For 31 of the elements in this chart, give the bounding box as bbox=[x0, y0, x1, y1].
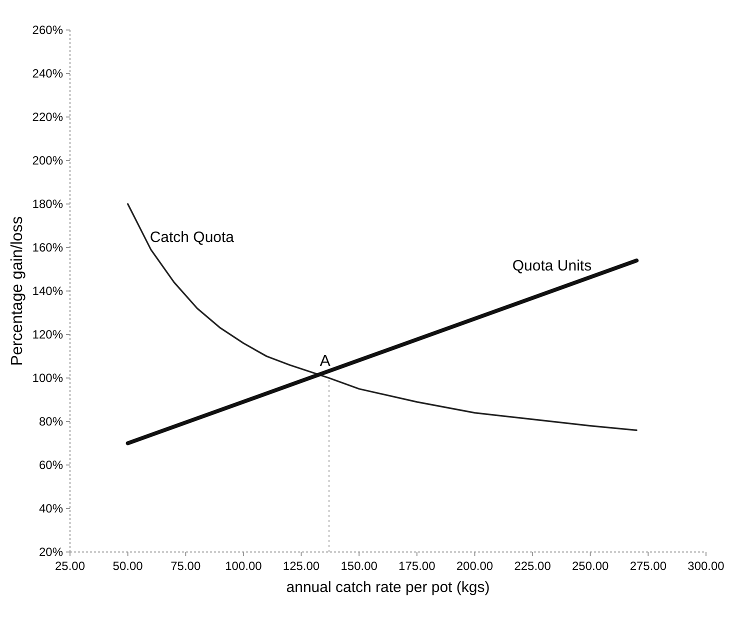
y-tick-label: 140% bbox=[32, 284, 64, 298]
x-tick-label: 75.00 bbox=[170, 559, 201, 573]
y-tick-label: 220% bbox=[32, 110, 64, 124]
x-tick-label: 125.00 bbox=[282, 559, 320, 573]
x-tick-label: 25.00 bbox=[54, 559, 86, 573]
x-tick-label: 175.00 bbox=[398, 559, 436, 573]
x-tick-label: 275.00 bbox=[630, 559, 667, 573]
line-series bbox=[127, 203, 638, 431]
y-tick-label: 60% bbox=[38, 458, 64, 472]
x-tick-label: 225.00 bbox=[514, 559, 552, 573]
y-tick-label: 200% bbox=[32, 154, 64, 168]
x-tick-label: 50.00 bbox=[112, 559, 144, 573]
y-tick-label: 180% bbox=[32, 197, 64, 211]
x-tick-label: 100.00 bbox=[225, 559, 262, 573]
y-tick-label: 100% bbox=[32, 371, 64, 385]
x-axis-title: annual catch rate per pot (kgs) bbox=[286, 579, 490, 596]
y-tick-label: 20% bbox=[38, 545, 64, 559]
series-label: Quota Units bbox=[512, 258, 592, 275]
x-tick-label: 250.00 bbox=[572, 559, 610, 573]
y-tick-label: 260% bbox=[32, 23, 64, 37]
y-axis-title: Percentage gain/loss bbox=[9, 216, 26, 366]
y-tick-label: 120% bbox=[32, 328, 64, 342]
x-tick-label: 300.00 bbox=[688, 559, 725, 573]
y-tick-label: 160% bbox=[32, 240, 64, 254]
x-tick-label: 150.00 bbox=[340, 559, 378, 573]
y-tick-label: 80% bbox=[38, 414, 64, 428]
x-tick-label: 200.00 bbox=[456, 559, 494, 573]
series-label: Catch Quota bbox=[150, 229, 235, 246]
y-tick-label: 40% bbox=[38, 502, 64, 516]
y-tick-label: 240% bbox=[32, 66, 64, 80]
annotation: A bbox=[320, 353, 331, 370]
